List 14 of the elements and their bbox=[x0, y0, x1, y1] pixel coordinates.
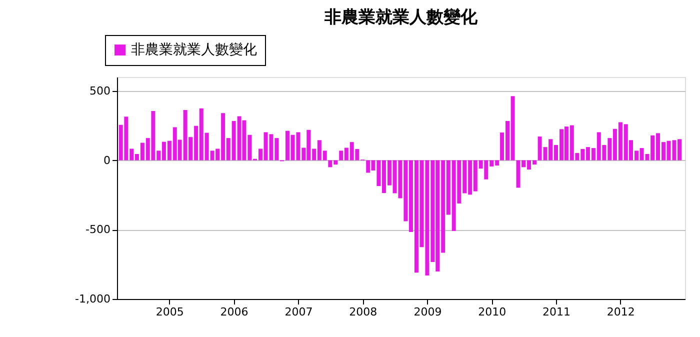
y-tick-label: 500 bbox=[90, 84, 110, 98]
x-tick-label: 2009 bbox=[414, 306, 442, 318]
chart-title: 非農業就業人數變化 bbox=[324, 8, 478, 28]
x-tick-label: 2008 bbox=[349, 306, 378, 318]
y-tick-label: -1,000 bbox=[75, 292, 110, 306]
x-tick-label: 2006 bbox=[220, 306, 248, 318]
x-tick-label: 2010 bbox=[478, 306, 506, 318]
legend-label: 非農業就業人數變化 bbox=[131, 42, 257, 58]
x-tick-label: 2007 bbox=[284, 306, 313, 318]
y-tick-label: -500 bbox=[86, 223, 110, 236]
x-tick-label: 2012 bbox=[606, 306, 635, 318]
x-tick-label: 2011 bbox=[542, 306, 571, 318]
y-tick-label: 0 bbox=[104, 154, 110, 167]
x-tick-label: 2005 bbox=[156, 306, 184, 318]
